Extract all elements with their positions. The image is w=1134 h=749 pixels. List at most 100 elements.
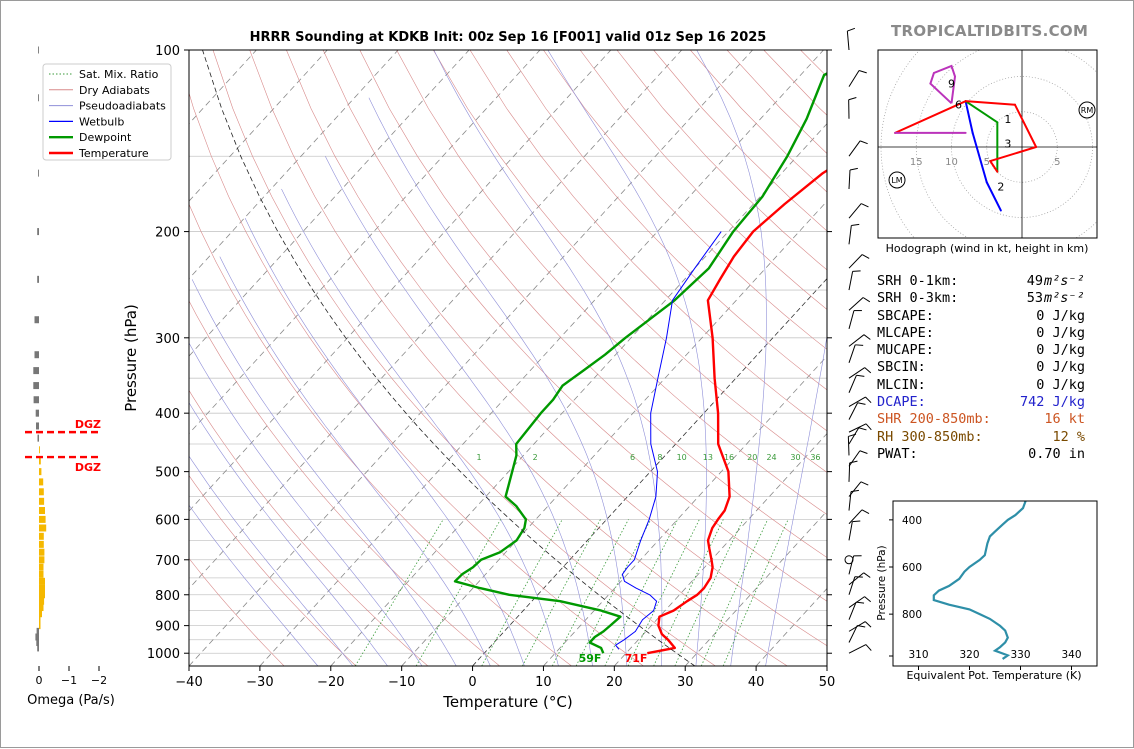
legend-label: Dry Adiabats	[79, 84, 150, 97]
hodograph-height-label: 2	[997, 180, 1004, 193]
pseudoadiabat-line	[192, 279, 456, 666]
pseudoadiabat-line	[109, 371, 318, 666]
wind-barb-flag	[852, 521, 860, 522]
isotherm-line	[118, 50, 682, 666]
mixing-ratio-label: 2	[533, 453, 538, 462]
hodograph-frame	[878, 50, 1097, 238]
stat-value: 53	[877, 290, 1043, 307]
omega-bar	[39, 578, 45, 585]
wind-barb-staff	[849, 451, 860, 467]
wind-barb-flag	[861, 204, 868, 207]
wind-barb-flag	[853, 271, 861, 272]
omega-bar	[39, 556, 44, 563]
stat-value: 0.70 in	[877, 446, 1085, 463]
stat-unit: m²s⁻²	[1044, 290, 1085, 307]
stat-value: 742 J/kg	[877, 394, 1085, 411]
mixing-ratio-line	[605, 519, 678, 666]
wind-barb-staff	[849, 345, 855, 363]
dgz-label: DGZ	[75, 418, 101, 431]
wind-barb-flag	[861, 482, 868, 485]
wind-barb-staff	[849, 492, 851, 511]
wind-barb-flag	[862, 510, 869, 514]
dgz-label: DGZ	[75, 461, 101, 474]
wind-barb-flag	[865, 397, 871, 403]
omega-tick-label: −2	[91, 674, 107, 687]
mixing-ratio-line	[482, 519, 563, 666]
wind-barb-flag	[851, 490, 859, 491]
mixing-ratio-label: 10	[677, 453, 687, 462]
wind-barb-flag	[851, 224, 859, 225]
wind-barb-staff	[849, 556, 854, 574]
hodograph-ring-label: 15	[910, 157, 923, 168]
legend-label: Sat. Mix. Ratio	[79, 68, 159, 81]
hodograph-height-label: 9	[948, 78, 955, 91]
wind-barb-flag	[860, 451, 868, 454]
wind-barb-flag	[866, 645, 871, 651]
stat-value: 0 J/kg	[877, 325, 1085, 342]
omega-bar	[36, 422, 39, 429]
y-tick-label: 1000	[147, 647, 180, 662]
legend-label: Dewpoint	[79, 131, 132, 144]
y-tick-label: 200	[155, 226, 180, 241]
storm-motion-label: LM	[891, 176, 902, 185]
mixing-ratio-label: 8	[657, 453, 662, 462]
mixing-ratio-line	[416, 519, 501, 666]
hodograph-segment	[990, 161, 997, 172]
omega-bar	[34, 396, 39, 403]
isotherm-line	[189, 50, 753, 666]
wind-barb-flag	[850, 168, 858, 170]
x-tick-label: 0	[468, 675, 476, 690]
y-tick-label: 800	[155, 589, 180, 604]
theta-e-x-tick-label: 320	[959, 649, 979, 661]
stat-value: 0 J/kg	[877, 342, 1085, 359]
wind-barb-staff	[849, 522, 852, 541]
mixing-ratio-label: 36	[810, 453, 820, 462]
omega-axis-label: Omega (Pa/s)	[27, 693, 115, 708]
wind-barb-flag	[849, 98, 857, 100]
omega-bar	[39, 591, 45, 598]
omega-bar	[33, 382, 39, 389]
wind-barb-flag	[860, 141, 867, 144]
wind-barb-flag	[862, 255, 869, 259]
wind-barb-staff	[849, 625, 857, 642]
omega-bar	[33, 367, 39, 374]
x-tick-label: 30	[677, 675, 694, 690]
wind-barb-staff	[849, 226, 851, 245]
hodograph-height-label: 1	[1004, 113, 1011, 126]
omega-bar	[39, 541, 44, 548]
x-tick-label: −30	[246, 675, 273, 690]
stat-unit: m²s⁻²	[1044, 273, 1085, 290]
wind-barb-staff	[849, 397, 865, 407]
theta-e-x-label: Equivalent Pot. Temperature (K)	[906, 669, 1081, 682]
x-tick-label: 10	[535, 675, 552, 690]
mixing-ratio-label: 30	[790, 453, 800, 462]
y-tick-label: 300	[155, 332, 180, 347]
pseudoadiabat-line	[766, 50, 850, 666]
omega-tick-label: 0	[36, 674, 43, 687]
y-axis-label: Pressure (hPa)	[122, 304, 140, 412]
wind-barb-flag	[856, 602, 864, 603]
omega-bar	[39, 585, 45, 592]
x-tick-label: 40	[748, 675, 765, 690]
wind-barb-staff	[849, 424, 866, 432]
omega-bar	[36, 410, 39, 417]
wind-barb-flag	[856, 375, 864, 376]
stat-value: 12 %	[877, 429, 1085, 446]
storm-motion-label: RM	[1081, 106, 1094, 115]
hodograph-ring-label: 5	[984, 157, 990, 168]
pseudoadiabat-line	[369, 98, 627, 666]
stat-value: 49	[877, 273, 1043, 290]
theta-e-trace	[934, 501, 1026, 659]
theta-e-x-tick-label: 310	[908, 649, 928, 661]
omega-bar	[39, 457, 41, 464]
y-tick-label: 100	[155, 44, 180, 59]
wind-barb-flag	[863, 297, 870, 301]
wind-barb-staff	[849, 645, 866, 654]
theta-e-x-tick-label: 340	[1061, 649, 1081, 661]
stat-value: 0 J/kg	[877, 308, 1085, 325]
wind-barb-flag	[855, 345, 863, 346]
y-tick-label: 900	[155, 620, 180, 635]
